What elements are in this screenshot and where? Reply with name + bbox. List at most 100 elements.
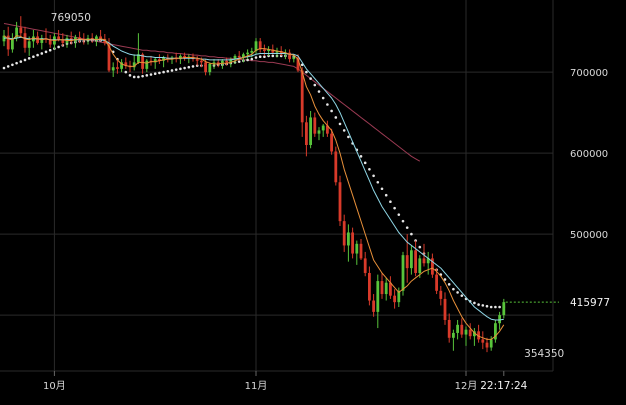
ma-dotted-point bbox=[309, 77, 312, 80]
candle-body bbox=[460, 324, 464, 335]
candle-body bbox=[258, 41, 262, 50]
ma-dotted-point bbox=[447, 283, 451, 286]
candle-body bbox=[393, 295, 396, 303]
candle-body bbox=[355, 243, 359, 254]
candle-body bbox=[2, 35, 6, 42]
candle-body bbox=[422, 258, 426, 264]
ma-dotted-point bbox=[32, 55, 35, 59]
candle-body bbox=[439, 290, 443, 299]
ma-dotted-point bbox=[384, 193, 388, 197]
ma-dotted-point bbox=[397, 213, 401, 216]
candle-body bbox=[246, 52, 249, 55]
candle-body bbox=[57, 36, 60, 40]
ma-dotted-point bbox=[246, 58, 249, 62]
ma-dotted-point bbox=[149, 73, 153, 76]
min-price-label: 354350 bbox=[524, 348, 564, 360]
ma-dotted-point bbox=[187, 65, 191, 69]
candle-body bbox=[485, 342, 489, 348]
candle-body bbox=[321, 125, 325, 131]
candle-body bbox=[435, 274, 438, 291]
candle-body bbox=[489, 339, 493, 348]
candle-body bbox=[250, 51, 254, 53]
candle-body bbox=[254, 41, 258, 52]
candle-body bbox=[376, 281, 380, 312]
ma-long-line bbox=[3, 23, 421, 162]
candle-body bbox=[208, 63, 212, 73]
candle-body bbox=[468, 329, 472, 337]
candle-body bbox=[279, 51, 283, 55]
candle-body bbox=[317, 130, 321, 134]
candle-body bbox=[456, 324, 459, 333]
candle-body bbox=[271, 49, 275, 53]
candle-body bbox=[380, 281, 384, 295]
candle-body bbox=[363, 258, 367, 273]
ma-dotted-point bbox=[158, 71, 161, 75]
candle-body bbox=[204, 62, 207, 73]
ma-dotted-point bbox=[326, 103, 329, 106]
candle-body bbox=[95, 36, 98, 41]
candle-body bbox=[292, 57, 296, 60]
candle-body bbox=[242, 54, 245, 58]
candle-body bbox=[6, 35, 10, 50]
candle-body bbox=[237, 55, 241, 58]
candle-body bbox=[405, 255, 409, 269]
x-axis: 10月 11月 12月 22:17:24 bbox=[43, 371, 528, 392]
ma-dotted-point bbox=[368, 167, 371, 171]
candle-body bbox=[36, 36, 39, 43]
ma-dotted-point bbox=[27, 57, 31, 60]
ma-dotted-point bbox=[153, 72, 157, 76]
candle-body bbox=[99, 36, 102, 39]
candle-body bbox=[275, 51, 279, 53]
candle-body bbox=[309, 117, 312, 145]
ma-short-path bbox=[3, 35, 505, 340]
candle-body bbox=[300, 70, 304, 123]
candle-body bbox=[330, 133, 333, 152]
candle-body bbox=[233, 55, 237, 60]
candle-body bbox=[477, 331, 480, 340]
ma-dotted-point bbox=[313, 83, 317, 87]
candle-body bbox=[179, 55, 182, 60]
x-tick-label: 10月 bbox=[43, 380, 66, 392]
ma-dotted-point bbox=[258, 55, 262, 59]
y-tick-label: 600000 bbox=[570, 149, 608, 160]
candle-body bbox=[372, 300, 375, 312]
ma-dotted-point bbox=[166, 69, 170, 73]
ma-dotted-point bbox=[48, 48, 52, 52]
candle-body bbox=[19, 27, 23, 34]
ma-dotted-point bbox=[477, 303, 480, 306]
candle-body bbox=[40, 38, 44, 43]
ma-dotted-point bbox=[237, 60, 241, 63]
current-price-label: 415977 bbox=[570, 297, 610, 309]
candle-body bbox=[452, 332, 455, 338]
candle-body bbox=[107, 42, 111, 71]
candle-body bbox=[11, 38, 14, 50]
ma-dotted-point bbox=[57, 45, 60, 49]
candle-body bbox=[410, 250, 413, 269]
candle-body bbox=[305, 122, 308, 145]
candle-body bbox=[61, 39, 65, 43]
candle-body bbox=[401, 255, 405, 291]
ma-dotted-point bbox=[15, 61, 18, 65]
candle-body bbox=[296, 57, 300, 71]
candle-body bbox=[221, 60, 224, 64]
candle-body bbox=[464, 329, 468, 335]
ma-dotted-point bbox=[250, 57, 254, 61]
ma-dotted-point bbox=[494, 305, 497, 309]
current-time-label: 22:17:24 bbox=[480, 380, 527, 392]
candle-body bbox=[313, 117, 317, 134]
chart-annotations: 769050 354350 bbox=[51, 12, 564, 360]
ma-dotted-point bbox=[473, 301, 476, 305]
candle-body bbox=[141, 54, 144, 69]
candle-body bbox=[351, 232, 354, 254]
ma-dotted-point bbox=[124, 70, 128, 74]
candle-body bbox=[48, 39, 52, 45]
ma-short-line bbox=[3, 35, 505, 340]
ma-dotted-point bbox=[460, 294, 464, 297]
candle-body bbox=[267, 49, 270, 52]
y-tick-label: 500000 bbox=[570, 230, 608, 241]
x-tick-label: 12月 bbox=[455, 380, 478, 392]
candle-body bbox=[384, 282, 388, 295]
ma-dotted-point bbox=[2, 66, 6, 70]
candle-body bbox=[158, 59, 161, 61]
